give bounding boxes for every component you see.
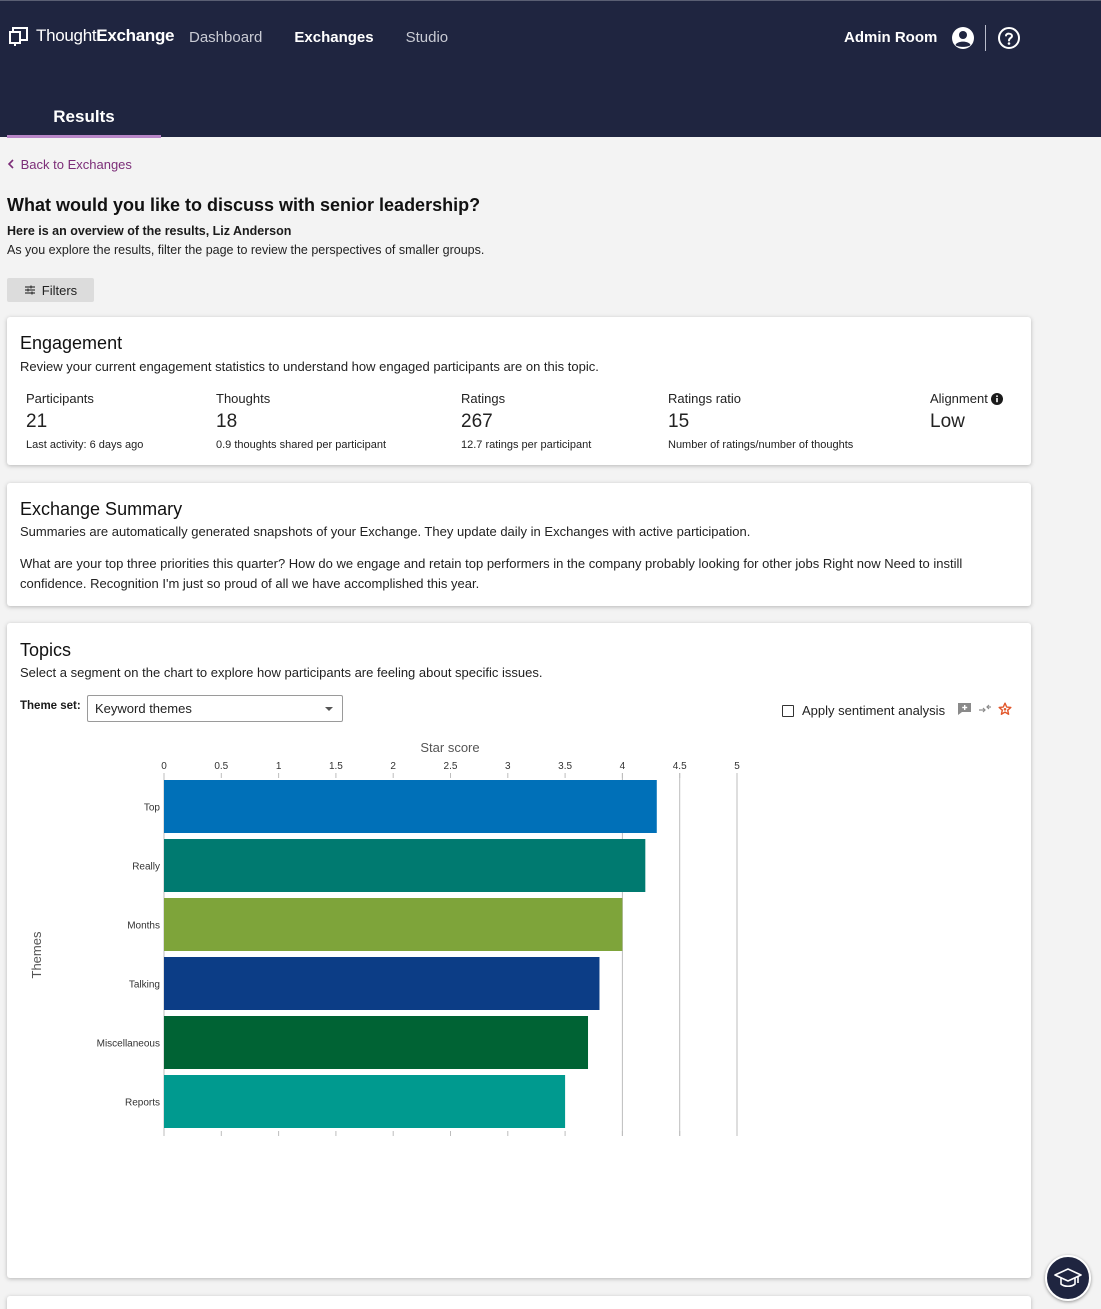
engagement-subtitle: Review your current engagement statistic… [20,359,599,374]
compare-arrows-icon[interactable] [978,704,992,714]
admin-room-link[interactable]: Admin Room [844,29,938,46]
next-card [7,1296,1031,1309]
topics-card: Topics Select a segment on the chart to … [7,623,1031,1278]
category-label: Really [132,862,160,873]
thoughtexchange-logo[interactable]: ThoughtExchange [8,25,175,47]
stat-ratings: Ratings 267 12.7 ratings per participant [461,391,591,451]
alignment-label: Alignment [930,391,988,406]
summary-text: What are your top three priorities this … [20,556,963,591]
sliders-icon [24,285,35,295]
stat-ratings-ratio: Ratings ratio 15 Number of ratings/numbe… [668,391,853,451]
chevron-left-icon [7,159,14,169]
overview-heading: Here is an overview of the results, Liz … [7,224,292,238]
x-tick-label: 3.5 [558,761,572,772]
category-label: Miscellaneous [97,1039,160,1050]
y-axis-title: Themes [29,931,44,978]
main-nav: Dashboard Exchanges Studio [189,29,448,46]
topics-bar-chart: Star score Themes 0 0.5 1 1.5 2 2.5 3 3.5 4 4.5 5 … [29,740,740,1136]
bar-top[interactable] [164,780,657,833]
stat-label: Ratings [461,391,506,406]
info-icon[interactable] [991,393,1004,405]
nav-dashboard[interactable]: Dashboard [189,29,263,46]
bar-reports[interactable] [164,1075,566,1128]
bar-months[interactable] [164,898,623,951]
sentiment-checkbox[interactable] [782,704,794,717]
stat-note: 12.7 ratings per participant [461,439,592,451]
stat-value: Low [930,411,965,432]
x-tick-label: 5 [734,761,740,772]
stat-value: 15 [668,411,690,432]
top-navigation-bar: ThoughtExchange Dashboard Exchanges Stud… [0,0,1101,138]
header-divider [985,25,986,51]
sentiment-label: Apply sentiment analysis [802,703,946,718]
stat-thoughts: Thoughts 18 0.9 thoughts shared per part… [216,391,386,451]
bar-miscellaneous[interactable] [164,1016,589,1069]
theme-set-select[interactable]: Keyword themes [87,695,343,722]
topics-title: Topics [20,640,72,660]
star-icon[interactable] [998,702,1012,716]
engagement-card: Engagement Review your current engagemen… [7,317,1031,465]
stat-note: Last activity: 6 days ago [26,439,144,451]
tab-results[interactable]: Results [7,107,161,138]
filters-button[interactable]: Filters [7,278,94,302]
exchange-summary-card: Exchange Summary Summaries are automatic… [7,483,1031,606]
category-label: Months [127,921,160,932]
stat-label: Participants [26,391,94,406]
category-label: Reports [125,1098,160,1109]
stat-alignment: Alignment Low [930,391,1004,433]
bar-talking[interactable] [164,957,600,1010]
x-tick-label: 0 [161,761,167,772]
logo-text: ThoughtExchange [36,26,175,45]
stat-note: Number of ratings/number of thoughts [668,439,854,451]
summary-subtitle: Summaries are automatically generated sn… [20,524,751,539]
theme-set-value: Keyword themes [95,701,192,716]
x-tick-label: 1.5 [329,761,343,772]
stat-note: 0.9 thoughts shared per participant [216,439,387,451]
back-to-exchanges-link[interactable]: Back to Exchanges [7,157,132,172]
explore-note: As you explore the results, filter the p… [7,243,485,257]
stat-value: 21 [26,411,48,432]
logo-icon [9,27,28,46]
help-circle-icon[interactable] [997,26,1021,55]
x-tick-label: 0.5 [214,761,228,772]
chart-tools [957,702,1012,716]
x-tick-label: 4 [620,761,626,772]
x-tick-label: 3 [505,761,511,772]
graduation-cap-icon [1054,1268,1082,1288]
category-label: Talking [129,980,160,991]
topics-subtitle: Select a segment on the chart to explore… [20,665,543,680]
sentiment-toggle[interactable]: Apply sentiment analysis [782,703,945,718]
summary-title: Exchange Summary [20,499,183,519]
x-tick-label: 2 [390,761,396,772]
nav-studio[interactable]: Studio [405,29,449,46]
theme-set-label: Theme set: [20,700,81,712]
x-tick-label: 4.5 [673,761,687,772]
category-label: Top [144,803,161,814]
stat-label: Thoughts [216,391,271,406]
stat-label: Alignment [930,391,1004,406]
learning-center-button[interactable] [1045,1255,1091,1301]
filters-label: Filters [41,282,78,298]
stat-label: Ratings ratio [668,391,741,406]
stat-value: 18 [216,411,238,432]
stat-participants: Participants 21 Last activity: 6 days ag… [26,391,143,451]
back-link-label: Back to Exchanges [20,157,132,172]
x-tick-label: 2.5 [444,761,458,772]
caret-down-icon [325,707,333,711]
account-circle-icon[interactable] [951,26,975,55]
engagement-title: Engagement [20,333,123,353]
stat-value: 267 [461,411,493,432]
x-tick-label: 1 [276,761,282,772]
comment-icon[interactable] [957,702,972,716]
bar-really[interactable] [164,839,646,892]
nav-exchanges[interactable]: Exchanges [294,29,374,46]
x-axis-title: Star score [420,740,479,755]
page-title: What would you like to discuss with seni… [7,195,481,215]
